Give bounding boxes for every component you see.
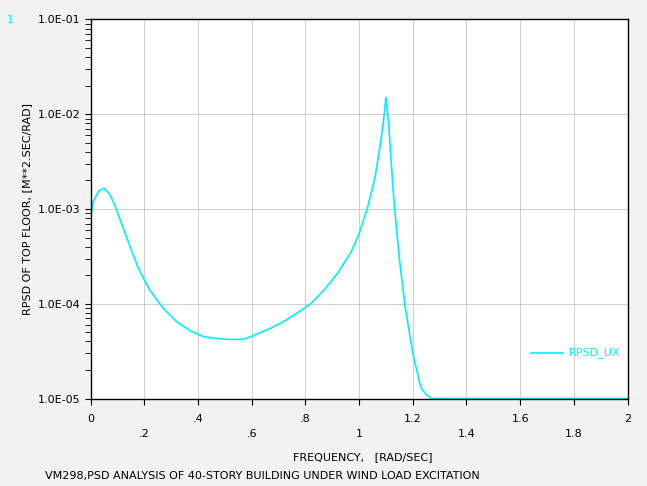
Text: .4: .4 xyxy=(193,414,203,424)
Text: VM298,PSD ANALYSIS OF 40-STORY BUILDING UNDER WIND LOAD EXCITATION: VM298,PSD ANALYSIS OF 40-STORY BUILDING … xyxy=(45,471,480,481)
Text: 1: 1 xyxy=(356,429,362,439)
Text: 1: 1 xyxy=(6,15,14,25)
Y-axis label: RPSD OF TOP FLOOR, [M**2.SEC/RAD]: RPSD OF TOP FLOOR, [M**2.SEC/RAD] xyxy=(22,103,32,315)
Text: 2: 2 xyxy=(624,414,631,424)
Text: 1.2: 1.2 xyxy=(404,414,422,424)
Text: RPSD_UX: RPSD_UX xyxy=(569,347,620,359)
Text: .2: .2 xyxy=(139,429,149,439)
Text: FREQUENCY,   [RAD/SEC]: FREQUENCY, [RAD/SEC] xyxy=(292,452,432,462)
Text: .6: .6 xyxy=(247,429,257,439)
Text: 1.4: 1.4 xyxy=(457,429,476,439)
Text: 1.6: 1.6 xyxy=(511,414,529,424)
Text: 1.8: 1.8 xyxy=(565,429,583,439)
Text: .8: .8 xyxy=(300,414,311,424)
Text: 0: 0 xyxy=(87,414,94,424)
